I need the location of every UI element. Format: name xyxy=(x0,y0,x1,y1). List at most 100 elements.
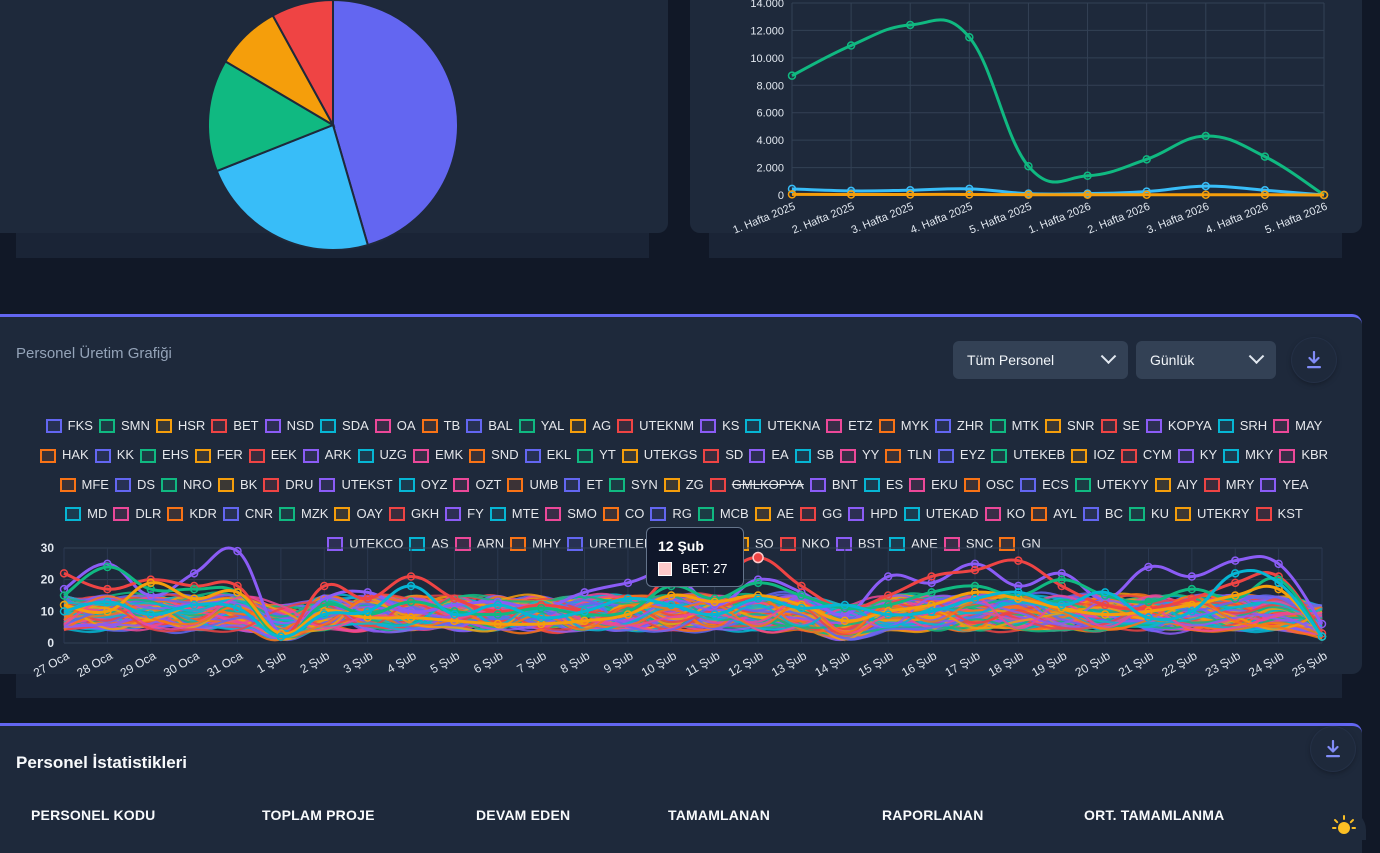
prod-point[interactable] xyxy=(710,597,719,607)
prod-point[interactable] xyxy=(1187,607,1197,616)
legend-item-ae[interactable]: AE xyxy=(754,501,794,527)
legend-item-bnt[interactable]: BNT xyxy=(809,472,858,498)
weekly-point[interactable] xyxy=(846,41,856,50)
legend-item-et[interactable]: ET xyxy=(564,472,603,498)
weekly-point[interactable] xyxy=(965,184,974,194)
legend-item-zhr[interactable]: ZHR xyxy=(934,413,984,439)
legend-item-srh[interactable]: SRH xyxy=(1217,413,1267,439)
prod-point[interactable] xyxy=(1144,562,1153,572)
prod-point[interactable] xyxy=(883,572,893,581)
legend-item-md[interactable]: MD xyxy=(65,501,107,527)
legend-item-zg[interactable]: ZG xyxy=(663,472,704,498)
legend-item-sb[interactable]: SB xyxy=(794,442,834,468)
legend-item-gg[interactable]: GG xyxy=(800,501,842,527)
legend-item-may[interactable]: MAY xyxy=(1273,413,1322,439)
weekly-point[interactable] xyxy=(787,190,797,199)
col-devam-eden[interactable]: DEVAM EDEN xyxy=(476,807,571,823)
legend-item-mte[interactable]: MTE xyxy=(489,501,539,527)
weekly-point[interactable] xyxy=(1024,190,1033,199)
legend-item-myk[interactable]: MYK xyxy=(878,413,929,439)
prod-point[interactable] xyxy=(927,588,936,597)
legend-item-utekyy[interactable]: UTEKYY xyxy=(1074,472,1149,498)
legend-item-nro[interactable]: NRO xyxy=(161,472,212,498)
col-ort-tamamlanma[interactable]: ORT. TAMAMLANMA xyxy=(1084,807,1225,823)
legend-item-tb[interactable]: TB xyxy=(421,413,460,439)
legend-item-osc[interactable]: OSC xyxy=(963,472,1014,498)
prod-point[interactable] xyxy=(623,594,633,603)
prod-point[interactable] xyxy=(103,584,112,594)
prod-point[interactable] xyxy=(233,588,242,597)
legend-item-nsd[interactable]: NSD xyxy=(264,413,314,439)
weekly-point[interactable] xyxy=(1024,161,1033,171)
col-personel-kodu[interactable]: PERSONEL KODU xyxy=(31,807,156,823)
legend-item-ky[interactable]: KY xyxy=(1177,442,1217,468)
legend-item-kst[interactable]: KST xyxy=(1255,501,1303,527)
legend-item-ioz[interactable]: IOZ xyxy=(1071,442,1115,468)
legend-item-se[interactable]: SE xyxy=(1100,413,1140,439)
pie-chart[interactable] xyxy=(200,0,470,250)
prod-point[interactable] xyxy=(146,578,156,588)
legend-item-ecs[interactable]: ECS xyxy=(1020,472,1069,498)
prod-point[interactable] xyxy=(1274,578,1283,588)
legend-item-mtk[interactable]: MTK xyxy=(989,413,1039,439)
legend-item-utekgs[interactable]: UTEKGS xyxy=(621,442,697,468)
prod-series-line-snc[interactable] xyxy=(63,595,1323,634)
prod-point[interactable] xyxy=(233,603,242,613)
prod-point[interactable] xyxy=(1230,556,1240,565)
weekly-point[interactable] xyxy=(787,184,797,194)
legend-item-ag[interactable]: AG xyxy=(570,413,611,439)
weekly-point[interactable] xyxy=(1260,152,1270,161)
legend-item-sd[interactable]: SD xyxy=(703,442,743,468)
legend-item-bal[interactable]: BAL xyxy=(466,413,513,439)
prod-point[interactable] xyxy=(1187,572,1197,581)
legend-item-ku[interactable]: KU xyxy=(1128,501,1169,527)
prod-point[interactable] xyxy=(406,597,416,607)
legend-item-gkh[interactable]: GKH xyxy=(388,501,439,527)
legend-item-kk[interactable]: KK xyxy=(94,442,134,468)
production-line-chart[interactable]: 30 20 10 027 Oca 28 Oca 29 Oca 30 Oca 31 Oca 1 Ş… xyxy=(0,535,1362,685)
prod-point[interactable] xyxy=(1144,597,1153,607)
legend-item-snd[interactable]: SND xyxy=(469,442,519,468)
prod-point[interactable] xyxy=(1230,578,1240,588)
prod-point[interactable] xyxy=(450,594,459,603)
prod-point[interactable] xyxy=(927,607,936,616)
legend-item-yal[interactable]: YAL xyxy=(518,413,564,439)
prod-point[interactable] xyxy=(320,581,329,591)
legend-item-bc[interactable]: BC xyxy=(1082,501,1123,527)
legend-item-oa[interactable]: OA xyxy=(374,413,416,439)
prod-point[interactable] xyxy=(1144,613,1153,622)
pie-slice-4[interactable] xyxy=(271,0,334,126)
prod-point[interactable] xyxy=(59,607,69,616)
legend-item-smn[interactable]: SMN xyxy=(98,413,150,439)
prod-point[interactable] xyxy=(406,572,416,581)
prod-point[interactable] xyxy=(363,607,372,616)
legend-item-dlr[interactable]: DLR xyxy=(113,501,161,527)
legend-item-utekad[interactable]: UTEKAD xyxy=(903,501,979,527)
prod-point[interactable] xyxy=(1014,588,1023,597)
prod-point[interactable] xyxy=(1057,575,1066,584)
legend-item-fer[interactable]: FER xyxy=(194,442,243,468)
prod-point[interactable] xyxy=(406,613,416,622)
prod-point[interactable] xyxy=(146,610,156,619)
prod-point[interactable] xyxy=(1014,556,1023,565)
legend-item-smo[interactable]: SMO xyxy=(545,501,597,527)
prod-point[interactable] xyxy=(493,619,503,629)
prod-point[interactable] xyxy=(797,603,806,613)
legend-item-fy[interactable]: FY xyxy=(445,501,484,527)
legend-item-ea[interactable]: EA xyxy=(749,442,789,468)
prod-point[interactable] xyxy=(753,578,763,588)
legend-item-bst[interactable]: BST xyxy=(835,531,883,557)
prod-point[interactable] xyxy=(450,610,459,619)
legend-item-arn[interactable]: ARN xyxy=(454,531,504,557)
weekly-point[interactable] xyxy=(905,190,915,199)
prod-point[interactable] xyxy=(1100,588,1110,597)
prod-point[interactable] xyxy=(59,591,69,600)
legend-item-fks[interactable]: FKS xyxy=(45,413,93,439)
legend-item-gn[interactable]: GN xyxy=(999,531,1041,557)
weekly-point[interactable] xyxy=(1201,131,1211,141)
legend-item-eyz[interactable]: EYZ xyxy=(937,442,985,468)
legend-item-ko[interactable]: KO xyxy=(984,501,1025,527)
legend-item-ayl[interactable]: AYL xyxy=(1031,501,1077,527)
legend-item-ark[interactable]: ARK xyxy=(302,442,352,468)
prod-point[interactable] xyxy=(493,600,503,610)
